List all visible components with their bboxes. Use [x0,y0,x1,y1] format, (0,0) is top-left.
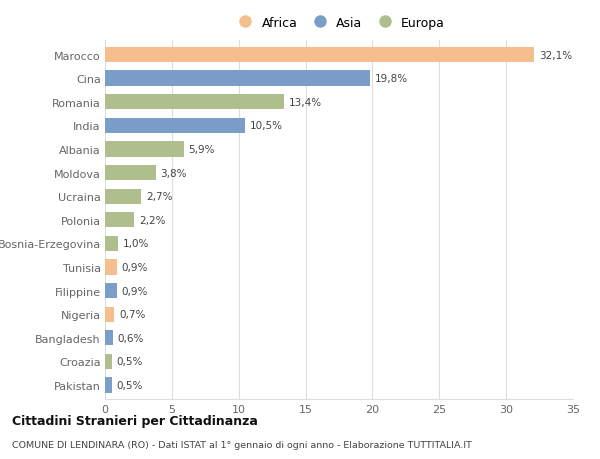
Text: 19,8%: 19,8% [374,74,407,84]
Text: 0,9%: 0,9% [122,286,148,296]
Text: 0,5%: 0,5% [116,357,143,367]
Text: 32,1%: 32,1% [539,50,572,61]
Bar [105,95,284,110]
Bar [105,307,115,322]
Text: 0,5%: 0,5% [116,380,143,390]
Legend: Africa, Asia, Europa: Africa, Asia, Europa [228,12,450,35]
Bar [105,260,117,275]
Text: 3,8%: 3,8% [160,168,187,178]
Text: 10,5%: 10,5% [250,121,283,131]
Text: 2,2%: 2,2% [139,215,166,225]
Bar [105,330,113,346]
Text: 0,9%: 0,9% [122,263,148,273]
Text: 0,7%: 0,7% [119,309,145,319]
Bar [105,354,112,369]
Bar [105,189,141,204]
Bar [105,236,118,252]
Text: 0,6%: 0,6% [118,333,144,343]
Bar [105,118,245,134]
Bar [105,48,534,63]
Text: 13,4%: 13,4% [289,98,322,107]
Bar [105,166,156,181]
Bar [105,283,117,299]
Bar [105,142,184,157]
Text: 2,7%: 2,7% [146,192,172,202]
Bar [105,71,370,87]
Bar [105,213,134,228]
Text: Cittadini Stranieri per Cittadinanza: Cittadini Stranieri per Cittadinanza [12,414,258,428]
Bar [105,378,112,393]
Text: 5,9%: 5,9% [188,145,215,155]
Text: COMUNE DI LENDINARA (RO) - Dati ISTAT al 1° gennaio di ogni anno - Elaborazione : COMUNE DI LENDINARA (RO) - Dati ISTAT al… [12,441,472,449]
Text: 1,0%: 1,0% [123,239,149,249]
